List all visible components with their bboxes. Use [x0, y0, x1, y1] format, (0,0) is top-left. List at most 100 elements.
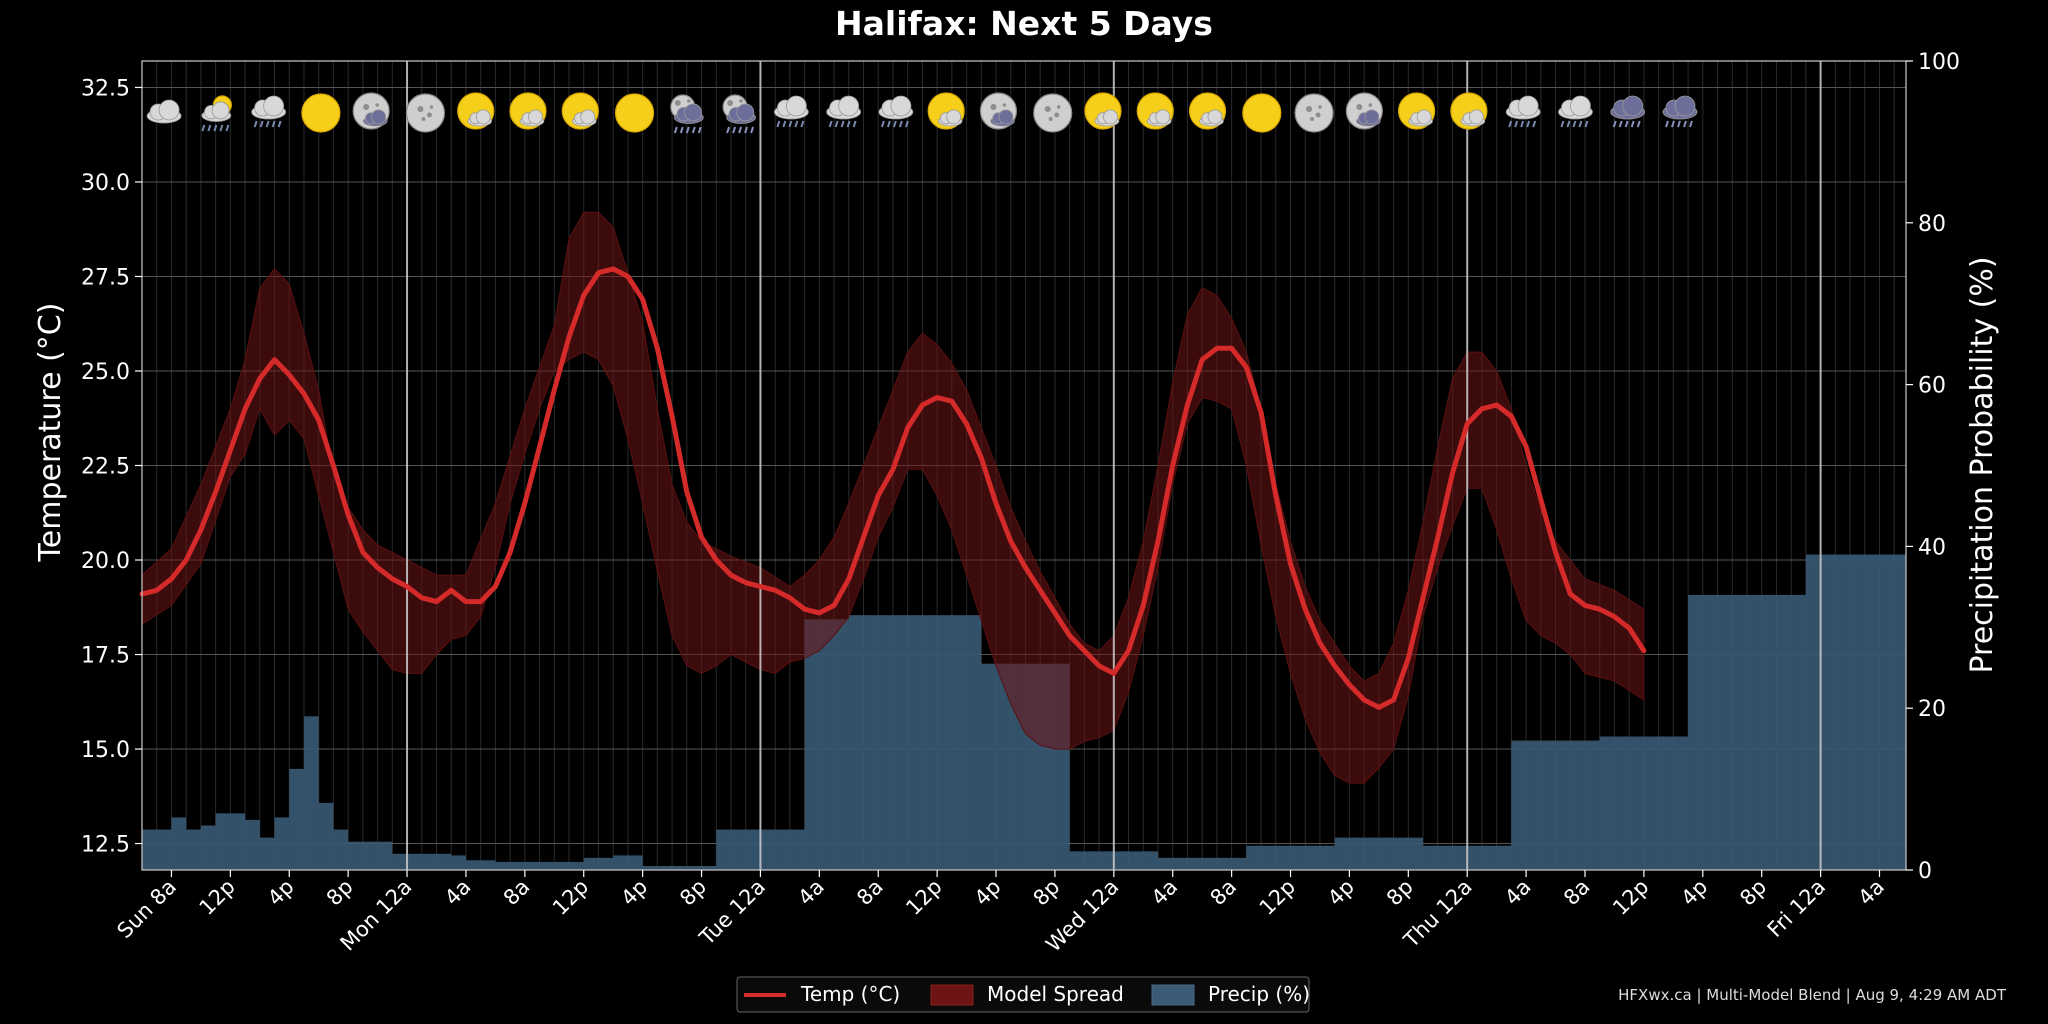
cloud-part — [211, 101, 230, 120]
cloud-part — [946, 109, 962, 125]
precip-bar — [480, 860, 496, 870]
rain-drop — [904, 120, 909, 128]
y-tick-label: 30.0 — [81, 171, 130, 196]
cloud-part — [785, 95, 807, 117]
rain-drop — [1514, 120, 1519, 128]
rain-drop — [1508, 120, 1513, 128]
precip-bar — [1805, 554, 1906, 870]
sun-icon — [1242, 93, 1282, 133]
moon-behind-cloud-icon — [979, 92, 1018, 130]
rain-drop — [794, 120, 799, 128]
rain-drop — [1630, 120, 1635, 128]
precip-bar — [465, 860, 481, 870]
rain-drop — [1665, 120, 1669, 128]
y-tick-label: 17.5 — [81, 644, 130, 669]
rain-drop — [271, 120, 276, 128]
rain-drop — [800, 120, 805, 128]
precip-bar — [642, 865, 673, 870]
rain-drop — [846, 120, 851, 128]
cloud-part — [1674, 95, 1696, 117]
rain-drop — [892, 120, 897, 128]
rain-drop — [1683, 120, 1687, 128]
rain-drop — [213, 124, 218, 132]
precip-bar — [554, 861, 584, 870]
sun-behind-cloud-icon — [509, 92, 547, 130]
moon-crater — [1368, 103, 1373, 107]
rain-drop — [1584, 120, 1589, 128]
precip-bar — [230, 813, 246, 870]
grid — [141, 61, 1906, 870]
precip-bar — [672, 865, 717, 870]
sun-behind-cloud-icon — [457, 92, 495, 130]
precip-bar — [804, 619, 849, 870]
y-tick-label: 25.0 — [81, 360, 130, 385]
precip-bar — [407, 853, 422, 870]
sun-icon — [614, 93, 655, 133]
rain-drop — [679, 126, 684, 134]
moon-icon — [405, 93, 446, 133]
y-axis-label: Temperature (°C) — [33, 303, 68, 563]
rain-drop — [744, 126, 749, 134]
cloud-part — [158, 99, 180, 121]
sun-behind-cloud-icon — [1450, 92, 1488, 130]
cloud-part — [1207, 109, 1223, 125]
moon-crater — [687, 99, 691, 103]
footer-credit: HFXwx.ca | Multi-Model Blend | Aug 9, 4:… — [1618, 986, 2007, 1004]
y-tick-label: 32.5 — [81, 76, 130, 101]
rain-drop — [726, 126, 731, 134]
cloud-part — [528, 109, 543, 125]
moon-crater — [674, 100, 681, 106]
y2-tick-label: 60 — [1918, 374, 1946, 399]
temp-line-path — [139, 266, 1647, 710]
rain-drop — [691, 126, 696, 134]
sun-behind-cloud-icon — [1084, 92, 1122, 130]
rain-drop — [1636, 120, 1641, 128]
rain-drop — [788, 120, 793, 128]
rain-drop — [898, 120, 903, 128]
model-spread-band — [141, 61, 1822, 870]
cloud-part — [1364, 109, 1380, 125]
rain-drop — [207, 124, 212, 132]
chart-title: Halifax: Next 5 Days — [835, 4, 1213, 43]
rain-drop — [732, 126, 737, 134]
temp-line — [139, 266, 1647, 710]
precip-bar — [259, 837, 275, 870]
rain-drop — [1572, 120, 1577, 128]
y2-tick-label: 80 — [1918, 212, 1946, 237]
moon-behind-cloud-icon — [1345, 92, 1383, 130]
precip-bar — [289, 768, 304, 870]
rain-drop — [219, 124, 224, 132]
y2-tick-label: 100 — [1918, 50, 1960, 75]
sun-behind-rain-cloud-icon — [201, 95, 232, 132]
sun-behind-cloud-icon — [561, 92, 599, 130]
sun-behind-cloud-icon — [1136, 92, 1174, 130]
moon-crater — [426, 112, 432, 118]
y2-tick-label: 0 — [1918, 859, 1932, 884]
moon-disc — [1294, 93, 1334, 133]
cloud-part — [1517, 95, 1539, 117]
precip-bar — [1599, 736, 1689, 870]
precip-bar — [495, 861, 511, 870]
precip-bar — [215, 813, 231, 870]
precip-bar — [451, 855, 466, 870]
rain-drop — [840, 120, 845, 128]
rain-drop — [828, 120, 833, 128]
cloud-part — [838, 95, 860, 117]
y-tick-label: 15.0 — [81, 738, 130, 763]
moon-crater — [1056, 105, 1061, 109]
rain-drop — [1689, 120, 1693, 128]
precip-bar — [1511, 740, 1600, 870]
cloud-part — [890, 95, 912, 117]
rain-drop — [886, 120, 891, 128]
precip-bar — [848, 615, 893, 870]
precip-bar — [392, 853, 408, 870]
moon-crater — [739, 99, 743, 103]
precip-bar — [362, 841, 378, 870]
precip-bar — [1688, 594, 1806, 870]
rain-drop — [1677, 120, 1681, 128]
precip-bar — [1069, 851, 1100, 870]
legend-spread-label: Model Spread — [987, 982, 1124, 1006]
weather-icons — [146, 92, 1698, 134]
legend-spread-swatch — [930, 984, 974, 1006]
